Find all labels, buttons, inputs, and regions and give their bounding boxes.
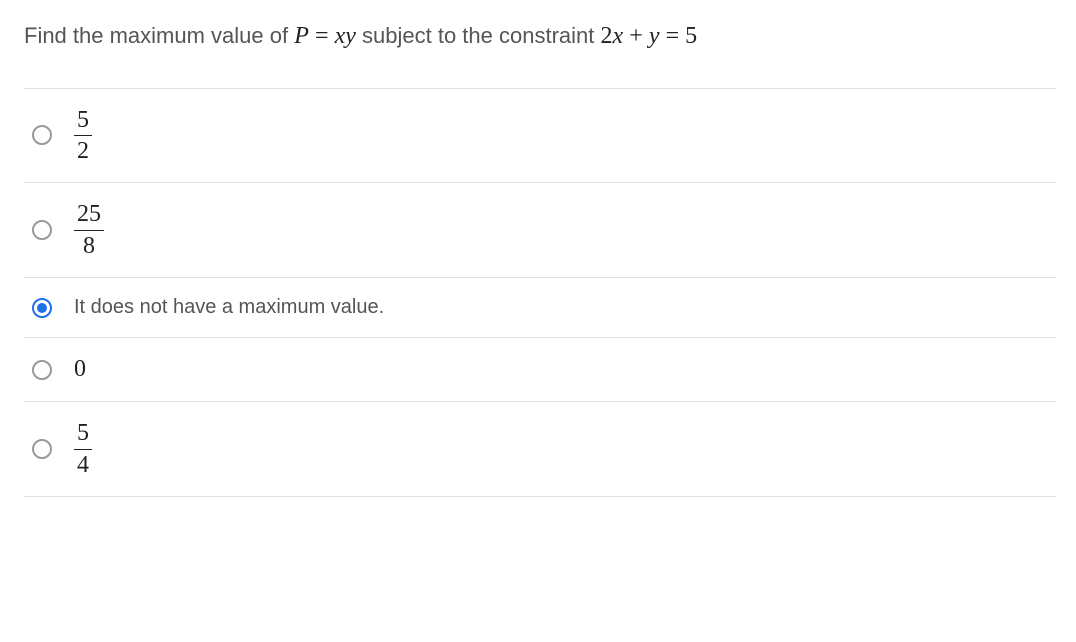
var-y: y (649, 23, 660, 49)
fraction: 54 (74, 420, 92, 478)
coef-2: 2 (600, 23, 612, 49)
fraction-bar (74, 135, 92, 136)
option-label: 52 (74, 107, 92, 165)
fraction-denominator: 2 (74, 138, 92, 164)
option-row[interactable]: 54 (24, 402, 1056, 497)
eq-sign-1: = (315, 23, 335, 49)
radio-button[interactable] (32, 125, 52, 145)
question-text: Find the maximum value of P = xy subject… (24, 20, 1056, 54)
radio-button[interactable] (32, 298, 52, 318)
options-list: 52258It does not have a maximum value.05… (24, 88, 1056, 497)
plus-sign: + (629, 23, 649, 49)
fraction-numerator: 25 (74, 201, 104, 227)
fraction-denominator: 8 (80, 233, 98, 259)
fraction-bar (74, 449, 92, 450)
option-row[interactable]: 0 (24, 338, 1056, 402)
option-label: 0 (74, 356, 86, 383)
fraction-denominator: 4 (74, 452, 92, 478)
radio-button[interactable] (32, 360, 52, 380)
option-label: 54 (74, 420, 92, 478)
fraction-numerator: 5 (74, 420, 92, 446)
eq-sign-2: = (666, 23, 686, 49)
var-x: x (612, 23, 623, 49)
option-label: It does not have a maximum value. (74, 296, 384, 319)
option-row[interactable]: 52 (24, 89, 1056, 184)
const-5: 5 (685, 23, 697, 49)
radio-button[interactable] (32, 439, 52, 459)
var-xy: xy (335, 23, 356, 49)
fraction: 258 (74, 201, 104, 259)
fraction-bar (74, 230, 104, 231)
option-row[interactable]: 258 (24, 183, 1056, 278)
question-mid: subject to the constraint (362, 23, 600, 48)
fraction-numerator: 5 (74, 107, 92, 133)
var-P: P (294, 23, 309, 49)
option-row[interactable]: It does not have a maximum value. (24, 278, 1056, 338)
fraction: 52 (74, 107, 92, 165)
option-label: 258 (74, 201, 104, 259)
question-prefix: Find the maximum value of (24, 23, 294, 48)
radio-button[interactable] (32, 220, 52, 240)
